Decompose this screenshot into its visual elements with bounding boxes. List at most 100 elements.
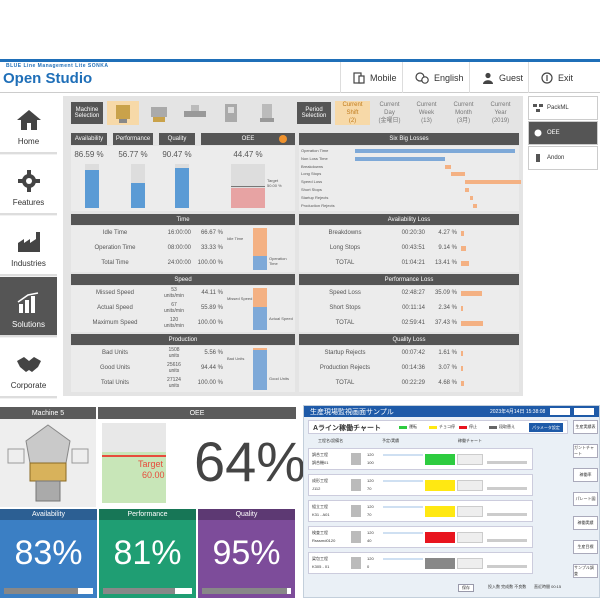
- jp-monitor-screen: 生産現場監視画面サンプル 2023年4月14日 15:38:08 Aライン稼働チ…: [303, 405, 600, 598]
- right-nav-oee[interactable]: OEE: [528, 121, 598, 145]
- machine-image: [0, 419, 96, 507]
- row-value: 24:00:00: [167, 260, 191, 266]
- mobile-button[interactable]: Mobile: [340, 62, 397, 93]
- jp-row[interactable]: 調合工程 調合機01 120 100: [308, 448, 533, 470]
- right-nav-packml[interactable]: PackML: [528, 96, 598, 120]
- quality-value: 90.47 %: [162, 150, 192, 159]
- jp-row-progress: [383, 454, 423, 456]
- section-panel: Bad Units 1508 units 5.56 % Good Units 25616 u…: [71, 346, 295, 392]
- oee-title: OEE: [98, 407, 296, 419]
- machine-icon: [260, 104, 274, 122]
- jp-row-plan: 120: [367, 452, 374, 457]
- kpi-card-bar-fill: [4, 588, 78, 594]
- jp-side-button[interactable]: 生産実績表: [573, 420, 598, 434]
- jp-row[interactable]: 成形工程 J112 120 70: [308, 474, 533, 496]
- jp-side-button[interactable]: 生産目標: [573, 540, 598, 554]
- jp-row-status: [425, 480, 455, 491]
- availability-value: 86.59 %: [74, 150, 104, 159]
- oee-gauge: Target 60.00 64%: [98, 419, 306, 507]
- jp-row[interactable]: 梁包工程 K305 - 01 120 0: [308, 552, 533, 574]
- andon-icon: [536, 154, 540, 162]
- jp-side-button[interactable]: パレート図: [573, 492, 598, 506]
- row-label: Production Rejects: [319, 365, 371, 371]
- period-option-text: (2): [348, 118, 357, 124]
- oee-header: OEE: [201, 133, 295, 145]
- row-bar: [461, 231, 464, 236]
- row-pct: 4.27 %: [438, 230, 457, 236]
- row-pct: 35.09 %: [434, 290, 457, 296]
- performance-header-text: Performance: [115, 136, 151, 142]
- jp-col-chart: 稼働チャート: [458, 438, 482, 443]
- jp-side-button[interactable]: 稼働実績: [573, 516, 598, 530]
- jp-save-button[interactable]: 保存: [458, 584, 474, 592]
- period-option[interactable]: Current Year (2019): [483, 101, 518, 125]
- availability-header: Availability: [71, 133, 107, 145]
- row-unit: units/min: [163, 323, 184, 329]
- row-pct: 37.43 %: [434, 320, 457, 326]
- sidebar-item-corporate[interactable]: Corporate: [0, 338, 57, 398]
- section-header: Performance Loss: [299, 274, 519, 285]
- jp-row-empty: [457, 454, 483, 465]
- jp-row[interactable]: 組立工程 K31 - A01 120 70: [308, 500, 533, 522]
- jp-row-machine: 調合機01: [312, 460, 329, 465]
- oee-alert-icon[interactable]: [279, 135, 287, 143]
- machine-icon: [225, 104, 237, 122]
- row-pct: 3.07 %: [438, 365, 457, 371]
- right-nav-label: PackML: [547, 105, 569, 111]
- period-option-text: Current: [453, 102, 474, 108]
- gear-icon: [17, 170, 40, 192]
- six-big-losses-label: Speed Loss: [301, 179, 323, 185]
- guest-button[interactable]: Guest: [469, 62, 523, 93]
- period-option[interactable]: Current Month (3月): [446, 101, 481, 125]
- jp-side-button[interactable]: 稼働率: [573, 468, 598, 482]
- period-option[interactable]: Current Shift (2): [335, 101, 370, 125]
- section-header: Speed: [71, 274, 295, 285]
- kpi-card-availability: Availability 83%: [0, 509, 97, 598]
- language-button[interactable]: English: [402, 62, 464, 93]
- right-nav-andon[interactable]: Andon: [528, 146, 598, 170]
- jp-row[interactable]: 検査工程 Rsssmd0120 120 40: [308, 526, 533, 548]
- jp-side-button[interactable]: サンプル調査: [573, 564, 598, 578]
- machine-selection-text: Machine Selection: [74, 107, 100, 119]
- stack-top: [253, 348, 267, 351]
- period-option-text: Day: [384, 110, 395, 116]
- jp-header-button-1[interactable]: [550, 408, 570, 415]
- sidebar-item-solutions[interactable]: Solutions: [0, 277, 57, 337]
- weigher-machine-icon: [7, 424, 89, 502]
- period-option[interactable]: Current Day (金曜日): [372, 101, 407, 125]
- legend-bottom: Actual Speed: [269, 316, 293, 321]
- period-option-text: Week: [418, 110, 435, 116]
- row-pct: 94.44 %: [200, 365, 223, 371]
- kpi-bar: [175, 168, 189, 208]
- sidebar-item-industries[interactable]: Industries: [0, 216, 57, 276]
- machine-thumb-1[interactable]: [107, 101, 139, 125]
- target-label: Target: [138, 459, 164, 469]
- sidebar-item-features[interactable]: Features: [0, 155, 57, 215]
- period-option[interactable]: Current Week (13): [409, 101, 444, 125]
- row-bar: [461, 321, 484, 326]
- row-bar: [461, 291, 483, 296]
- section-panel: Startup Rejects 00:07:42 1.61 % Production …: [299, 346, 519, 392]
- oee-big-value: 64%: [194, 430, 307, 493]
- row-label: Total Time: [101, 260, 129, 266]
- brand-logo[interactable]: Open Studio: [3, 70, 93, 87]
- parameter-settings-button[interactable]: パラメータ設定: [529, 423, 563, 432]
- jp-row-actual: 70: [367, 486, 372, 491]
- jp-col-plan: 予定/実績: [382, 438, 400, 443]
- kpi-card-bar: [202, 588, 291, 594]
- quality-header: Quality: [159, 133, 195, 145]
- machine-thumb-2[interactable]: [143, 101, 175, 125]
- exit-label: Exit: [558, 72, 574, 83]
- jp-side-button[interactable]: ガントチャート: [573, 444, 598, 458]
- quality-header-text: Quality: [167, 136, 187, 142]
- period-option-text: Current: [416, 102, 437, 108]
- machine-thumb-4[interactable]: [215, 101, 247, 125]
- row-label: Short Stops: [329, 305, 361, 311]
- machine-thumb-5[interactable]: [251, 101, 283, 125]
- sidebar-item-home[interactable]: Home: [0, 94, 57, 154]
- kpi-card-bar-fill: [202, 588, 287, 594]
- machine-selection-label: Machine Selection: [71, 102, 103, 124]
- exit-button[interactable]: Exit: [528, 62, 573, 93]
- jp-header-button-2[interactable]: [574, 408, 594, 415]
- machine-thumb-3[interactable]: [179, 101, 211, 125]
